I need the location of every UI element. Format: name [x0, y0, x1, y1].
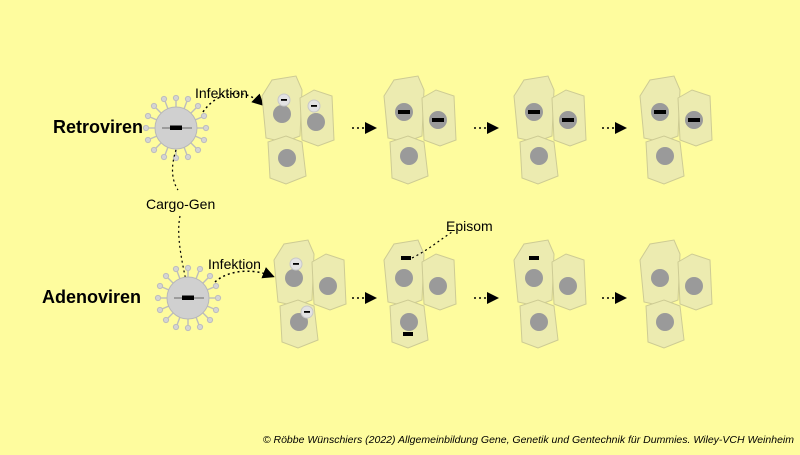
adeno-cells-stage1 — [273, 239, 347, 349]
cargo-leader-retro — [171, 149, 179, 191]
retro-cells-stage4 — [639, 75, 713, 185]
adeno-cells-stage3 — [513, 239, 587, 349]
cargo-leader-adeno — [178, 215, 189, 291]
retro-cells-stage3 — [513, 75, 587, 185]
retro-infection-arrow — [202, 92, 265, 113]
retroviren-label: Retroviren — [53, 117, 144, 137]
retro-cargo-gene — [170, 125, 182, 130]
adeno-cargo-gene — [182, 295, 194, 300]
retro-cells-stage1 — [261, 75, 335, 185]
adeno-cells-stage2 — [383, 239, 457, 349]
adenoviren-label: Adenoviren — [42, 287, 142, 307]
episom-mark — [401, 256, 411, 260]
retro-virus — [142, 94, 210, 162]
adeno-virus — [154, 264, 222, 332]
adeno-infection-arrow — [214, 267, 275, 283]
cargo-gen-label: Cargo-Gen — [146, 196, 216, 212]
adeno-cells-stage4 — [639, 239, 713, 349]
episom-label: Episom — [446, 218, 493, 234]
copyright-notice: © Röbbe Wünschiers (2022) Allgemeinbildu… — [262, 434, 794, 446]
infektion-label-adeno: Infektion — [208, 256, 261, 272]
retro-cells-stage2 — [383, 75, 457, 185]
episom-leader — [411, 231, 453, 259]
infektion-label-retro: Infektion — [195, 85, 248, 101]
